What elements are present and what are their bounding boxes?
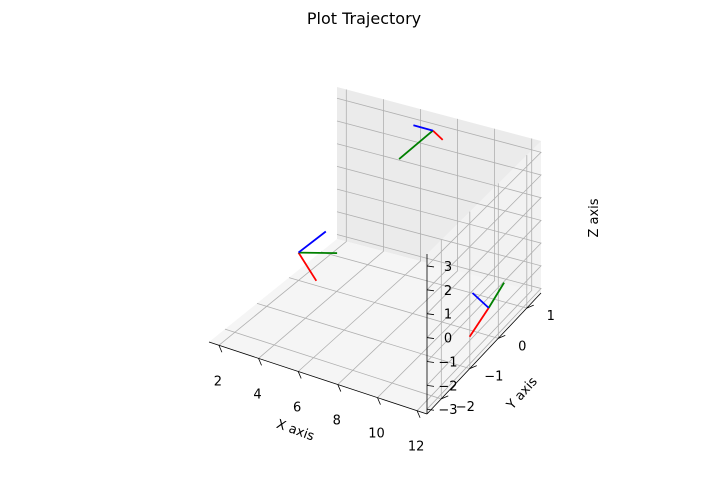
x-grid-line <box>218 89 347 346</box>
frame-2 <box>468 282 505 338</box>
z-grid-line <box>336 188 542 362</box>
x-tick <box>258 358 262 366</box>
x-axis-label: X axis <box>274 417 316 445</box>
y-tick <box>498 335 506 339</box>
z-tick-label: −1 <box>438 356 457 371</box>
y-tick <box>441 395 449 400</box>
x-grid-line <box>416 138 533 411</box>
frame-x-axis-line <box>468 307 490 338</box>
z-grid-line <box>336 166 542 338</box>
x-tick-label: 4 <box>253 387 261 402</box>
frame-z-axis-line <box>413 124 434 132</box>
z-tick <box>426 265 435 268</box>
z-grid-line <box>336 97 542 267</box>
x-tick-label: 8 <box>333 414 341 429</box>
y-tick-label: −1 <box>484 370 503 385</box>
z-tick-label: −3 <box>438 403 457 418</box>
y-axis-label: Y axis <box>503 374 540 413</box>
z-grid-line <box>336 211 542 386</box>
z-tick-label: 1 <box>444 308 452 323</box>
z-tick-label: 3 <box>444 260 452 275</box>
y-tick <box>469 365 477 369</box>
x-tick-label: 10 <box>368 427 385 442</box>
z-axis-label: Z axis <box>587 198 602 237</box>
x-tick <box>377 397 381 405</box>
z-tick <box>426 313 435 316</box>
axes-panes <box>209 87 541 414</box>
z-tick <box>426 337 435 339</box>
z-tick <box>426 289 435 292</box>
x-tick-label: 12 <box>408 440 425 455</box>
y-tick-label: 1 <box>547 309 555 324</box>
x-axis-line <box>208 341 428 415</box>
frame-1 <box>297 230 338 282</box>
z-grid-line <box>336 234 542 410</box>
frame-y-axis-line <box>298 251 338 254</box>
z-tick <box>426 361 435 363</box>
y-tick-label: −2 <box>456 400 475 415</box>
chart-title: Plot Trajectory <box>307 9 421 28</box>
x-tick <box>416 410 421 418</box>
y-tick-label: 0 <box>518 339 526 354</box>
y-tick <box>526 304 534 309</box>
x-tick <box>337 384 342 392</box>
x-tick <box>218 345 223 353</box>
frame-y-axis-line <box>398 129 434 160</box>
x-tick <box>297 371 302 379</box>
x-grid-line <box>258 99 384 359</box>
frame-y-axis-line <box>487 282 505 309</box>
x-grid-line <box>297 109 421 372</box>
frame-x-axis-line <box>432 129 444 141</box>
frame-x-axis-line <box>297 252 318 282</box>
axis-edges <box>208 254 542 415</box>
trajectory-frames <box>297 124 505 338</box>
y-axis-line <box>426 292 542 415</box>
x-grid-line <box>337 118 458 385</box>
z-tick-label: −2 <box>438 379 457 394</box>
z-tick <box>426 384 435 387</box>
z-tick-label: 0 <box>444 332 452 347</box>
z-tick <box>426 408 435 411</box>
z-grid-line <box>336 143 542 314</box>
frame-3 <box>398 124 444 160</box>
z-tick-label: 2 <box>444 284 452 299</box>
frame-z-axis-line <box>471 292 490 309</box>
axis-ticks <box>218 265 534 418</box>
x-tick-label: 2 <box>214 374 222 389</box>
x-tick-label: 6 <box>293 401 301 416</box>
z-grid-line <box>336 120 542 291</box>
x-grid-line <box>377 128 496 398</box>
pane-floor <box>209 239 541 414</box>
frame-z-axis-line <box>297 230 327 254</box>
